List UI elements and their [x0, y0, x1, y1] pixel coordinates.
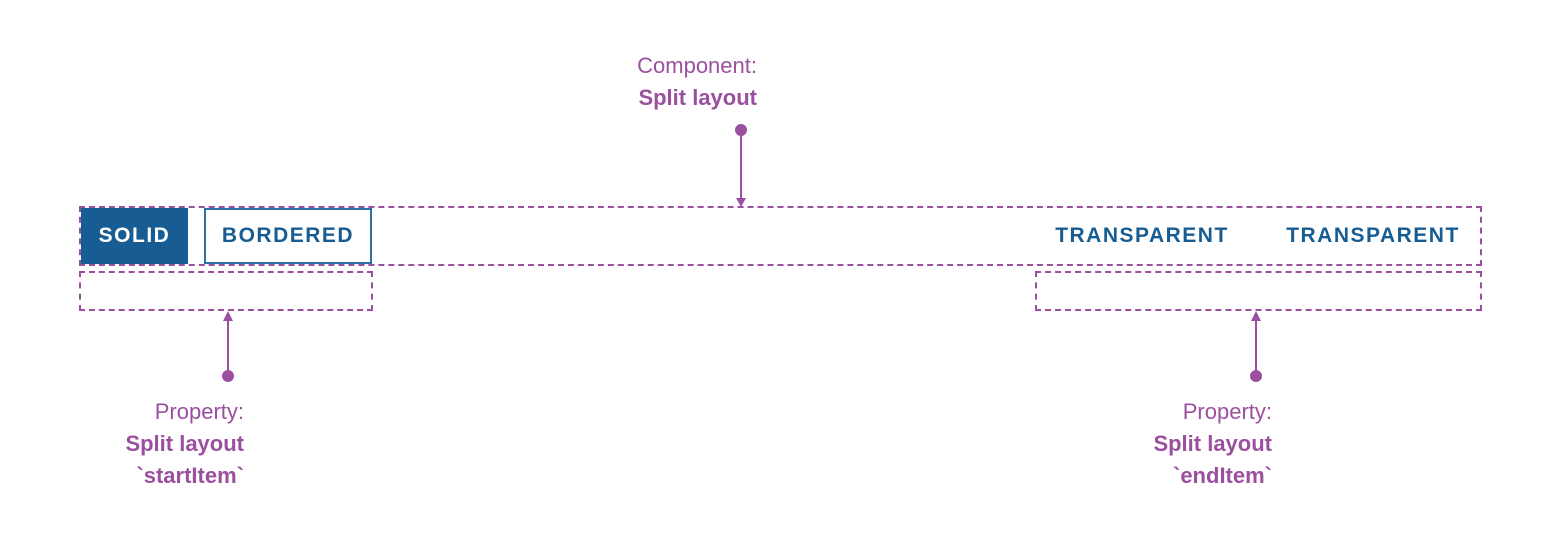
end-arrowhead [1251, 311, 1261, 321]
split-layout-outline [79, 206, 1482, 266]
end-label-name: Split layout [1153, 431, 1272, 456]
start-item-label: Property: Split layout `startItem` [125, 396, 244, 492]
end-item-outline [1035, 271, 1482, 311]
transparent-button-1[interactable]: TRANSPARENT [1055, 224, 1229, 247]
end-item-label: Property: Split layout `endItem` [1153, 396, 1272, 492]
component-label: Component: Split layout [637, 50, 757, 114]
component-label-name: Split layout [638, 85, 757, 110]
start-item-outline [79, 271, 373, 311]
start-arrowhead [223, 311, 233, 321]
end-label-title: Property: [1182, 399, 1272, 424]
start-label-title: Property: [154, 399, 244, 424]
component-label-title: Component: [637, 53, 757, 78]
solid-button[interactable]: SOLID [81, 208, 188, 264]
start-label-property: `startItem` [136, 463, 244, 488]
component-arrowhead [736, 198, 746, 207]
transparent-button-2[interactable]: TRANSPARENT [1286, 224, 1460, 247]
end-label-property: `endItem` [1173, 463, 1272, 488]
bordered-button[interactable]: BORDERED [204, 208, 372, 264]
start-label-name: Split layout [125, 431, 244, 456]
